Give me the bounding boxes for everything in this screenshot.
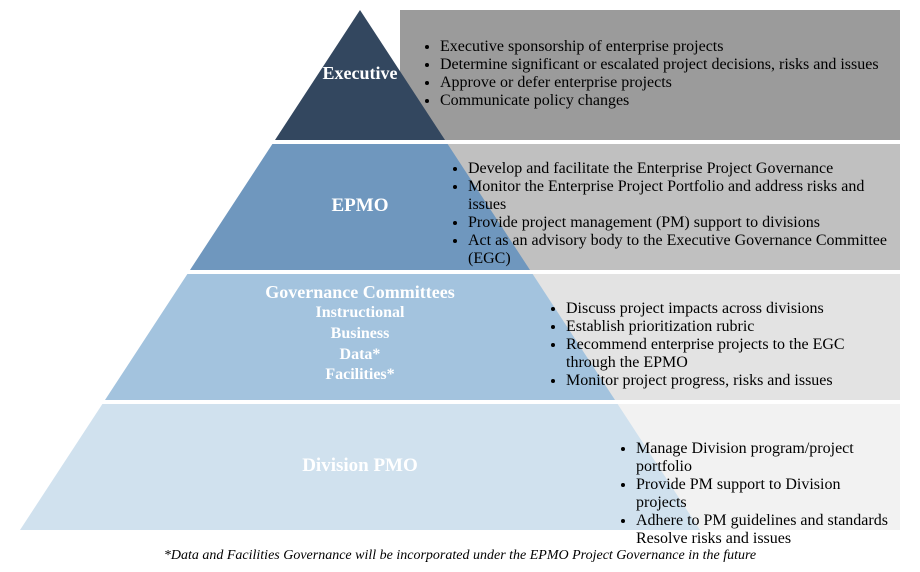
bullet: Executive sponsorship of enterprise proj…: [440, 38, 892, 56]
tier-label-epmo: EPMO: [238, 195, 483, 217]
bullet: Monitor project progress, risks and issu…: [566, 372, 892, 390]
bullet: Discuss project impacts across divisions: [566, 300, 892, 318]
tier-sublabel: Data*: [157, 345, 563, 366]
bullet: Adhere to PM guidelines and standards Re…: [636, 512, 892, 548]
bullet: Develop and facilitate the Enterprise Pr…: [468, 160, 892, 178]
tier-heading-governance: Governance Committees: [157, 282, 563, 303]
bullet: Establish prioritization rubric: [566, 318, 892, 336]
bullet: Manage Division program/project portfoli…: [636, 440, 892, 476]
tier-sublabel: Instructional: [157, 303, 563, 324]
tier-sublabel: Business: [157, 324, 563, 345]
bullet: Approve or defer enterprise projects: [440, 74, 892, 92]
tier-bullets-governance: Discuss project impacts across divisions…: [566, 300, 892, 390]
bullet: Communicate policy changes: [440, 92, 892, 110]
tier-label-executive: Executive: [320, 63, 401, 84]
bullet: Monitor the Enterprise Project Portfolio…: [468, 178, 892, 214]
footnote: *Data and Facilities Governance will be …: [0, 548, 920, 564]
bullet: Provide project management (PM) support …: [468, 214, 892, 232]
tier-heading-epmo: EPMO: [238, 195, 483, 217]
tier-heading-executive: Executive: [320, 63, 401, 84]
tier-label-governance: Governance CommitteesInstructionalBusine…: [157, 282, 563, 386]
bullet: Recommend enterprise projects to the EGC…: [566, 336, 892, 372]
bullet: Act as an advisory body to the Executive…: [468, 232, 892, 268]
bullet: Determine significant or escalated proje…: [440, 56, 892, 74]
tier-label-division: Division PMO: [76, 455, 644, 477]
tier-heading-division: Division PMO: [76, 455, 644, 477]
tier-sublabel: Facilities*: [157, 365, 563, 386]
tier-bullets-division: Manage Division program/project portfoli…: [636, 440, 892, 548]
bullet: Provide PM support to Division projects: [636, 476, 892, 512]
pyramid-infographic: Executive EPMO Governance CommitteesInstru…: [0, 0, 920, 572]
tier-bullets-executive: Executive sponsorship of enterprise proj…: [440, 38, 892, 110]
tier-bullets-epmo: Develop and facilitate the Enterprise Pr…: [468, 160, 892, 268]
